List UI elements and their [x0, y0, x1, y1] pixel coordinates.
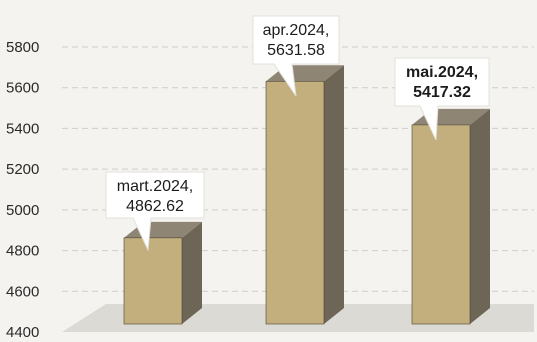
y-tick-label: 4800: [6, 243, 39, 260]
data-label-value: 5631.58: [267, 42, 325, 59]
y-tick-label: 5400: [6, 120, 39, 137]
bar: [265, 80, 325, 325]
data-label-category: mai.2024,: [406, 64, 478, 81]
bar-side: [182, 221, 202, 324]
bar: [123, 237, 183, 325]
data-label-value: 5417.32: [413, 84, 471, 101]
y-tick-label: 5000: [6, 202, 39, 219]
data-label-category: mart.2024,: [117, 178, 193, 195]
data-label-callout: [394, 57, 490, 141]
y-tick-label: 4400: [6, 324, 39, 341]
bar: [411, 124, 471, 325]
y-tick-label: 5200: [6, 161, 39, 178]
data-label-callout: [252, 15, 340, 97]
y-tick-label: 4600: [6, 283, 39, 300]
data-label-value: 4862.62: [126, 198, 184, 215]
data-label-category: apr.2024,: [263, 22, 330, 39]
y-tick-label: 5600: [6, 80, 39, 97]
y-tick-label: 5800: [6, 39, 39, 56]
bar-side: [470, 108, 490, 325]
bar-side: [324, 65, 344, 325]
data-label-callout: [105, 171, 205, 252]
